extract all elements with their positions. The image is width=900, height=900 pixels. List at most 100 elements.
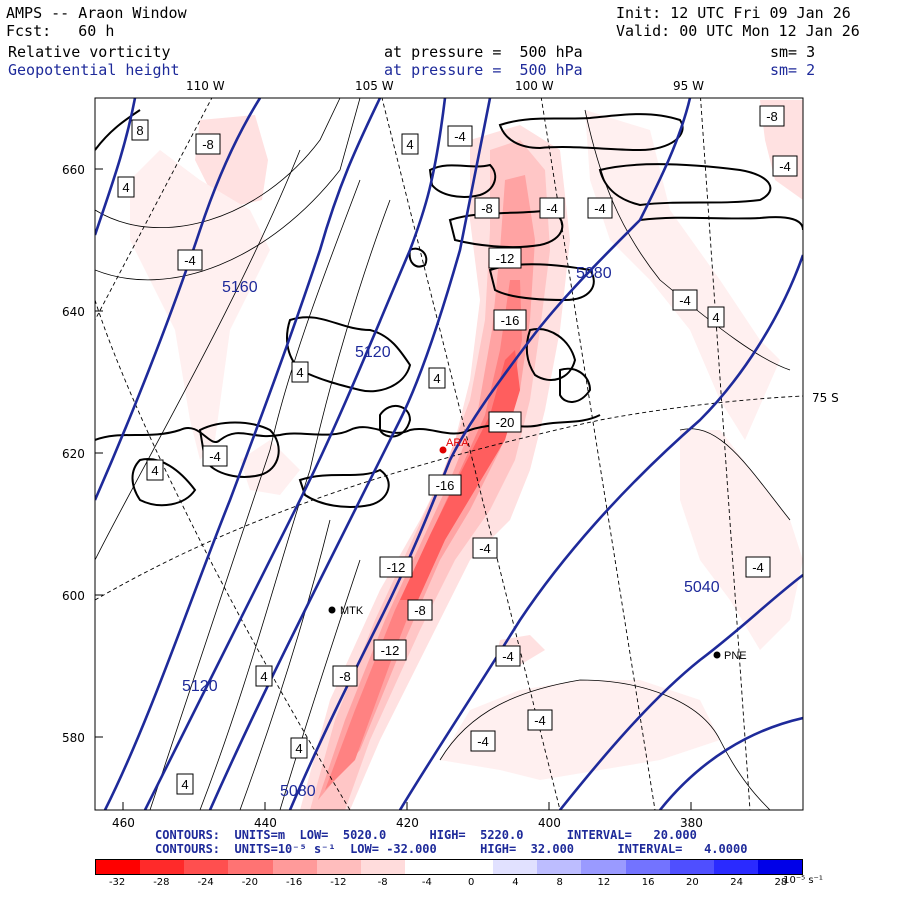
field1-name: Relative vorticity [8,43,171,61]
field2-level: at pressure = 500 hPa [384,61,583,79]
height-label: 5160 [222,279,258,296]
vorticity-label-box [745,556,771,578]
x-tick-460: 460 [112,816,135,830]
colorbar-swatch [360,860,405,874]
vorticity-label-box [332,665,358,687]
lat-label-75s: 75 S [812,391,839,405]
station-mtk-marker [328,606,336,614]
vorticity-label: 4 [260,669,267,684]
vorticity-label: -4 [454,129,466,144]
vorticity-contours [95,98,791,810]
vorticity-label: -8 [414,603,426,618]
vorticity-label: -16 [501,313,520,328]
colorbar-swatch [713,860,758,874]
vorticity-label-box [495,645,521,667]
plot-frame [94,97,804,811]
lon-label-105w: 105 W [355,79,394,93]
colorbar-swatch [316,860,361,874]
colorbar-tick-label: -8 [377,877,388,888]
station-ara-label: ARA [446,437,469,449]
height-labels: 5160 5120 5080 5040 5120 5080 [182,265,720,800]
vorticity-label: 4 [296,365,303,380]
vorticity-labels: 8 -8 4 -4 4 -8 -4 -4 -12 -16 -20 -16 -12 -8 -12 -8 -4 -4 -… [117,105,798,795]
y-tick-660: 660 [62,163,85,177]
vorticity-label-box [373,639,407,661]
colorbar-tick-label: 8 [556,877,563,888]
vorticity-label: 4 [433,371,440,386]
height-label: 5120 [182,678,218,695]
vorticity-label-box [401,133,419,155]
colorbar-tick-label: -28 [153,877,170,888]
footer-vorticity-contours: CONTOURS: UNITS=10⁻⁵ s⁻¹ LOW= -32.000 HI… [155,842,748,856]
vorticity-label-box [255,665,273,687]
colorbar-swatch [184,860,229,874]
vorticity-label-box [428,367,446,389]
vorticity-label-box [672,289,698,311]
colorbar-tick-label: 20 [686,877,699,888]
vorticity-label-box [202,445,228,467]
vorticity-label: 8 [136,123,143,138]
colorbar-swatch [404,860,449,874]
init-time: Init: 12 UTC Fri 09 Jan 26 [616,4,851,22]
vorticity-label-box [472,537,498,559]
colorbar [95,859,803,875]
vorticity-label-box [527,709,553,731]
field2-name: Geopotential height [8,61,180,79]
height-contours [95,98,803,810]
colorbar-swatch [272,860,317,874]
colorbar-tick-label: -32 [108,877,126,888]
vorticity-label-box [291,361,309,383]
height-label: 5040 [684,579,720,596]
height-label: 5080 [280,783,316,800]
station-markers: ARA MTK PNE [328,437,747,662]
vorticity-label: -4 [679,293,691,308]
vorticity-label: 4 [181,777,188,792]
vorticity-label-box [474,197,500,219]
vorticity-label-box [379,556,413,578]
vorticity-label: -8 [766,109,778,124]
axis-ticks [95,168,692,810]
vorticity-label-box [587,197,613,219]
vorticity-label: 4 [406,137,413,152]
lon-label-110w: 110 W [186,79,225,93]
vorticity-label: -12 [496,251,515,266]
vorticity-label: 4 [122,180,129,195]
station-ara-marker [439,446,447,454]
lon-label-95w: 95 W [673,79,704,93]
vorticity-label: -4 [479,541,491,556]
colorbar-tick-label: 4 [512,877,519,888]
vorticity-label: -12 [387,560,406,575]
colorbar-tick-label: -16 [285,877,303,888]
vorticity-label: -4 [209,449,221,464]
vorticity-label-box [117,176,135,198]
y-tick-580: 580 [62,731,85,745]
vorticity-label-box [195,133,221,155]
vorticity-label: -8 [339,669,351,684]
colorbar-swatch [493,860,538,874]
field2-smoothing: sm= 2 [770,61,816,79]
vorticity-label-box [488,247,522,269]
vorticity-label: -4 [477,734,489,749]
vorticity-label: -20 [496,415,515,430]
colorbar-tick-label: -20 [241,877,259,888]
colorbar-swatch [228,860,273,874]
vorticity-label: -4 [184,253,196,268]
colorbar-swatch [96,860,141,874]
x-tick-420: 420 [396,816,419,830]
colorbar-tick-label: 16 [641,877,655,888]
y-tick-600: 600 [62,589,85,603]
vorticity-label: 4 [712,310,719,325]
vorticity-label: -4 [594,201,606,216]
colorbar-swatch [625,860,670,874]
colorbar-swatch [581,860,626,874]
vorticity-label: -12 [381,643,400,658]
y-tick-620: 620 [62,447,85,461]
colorbar-tick-label: 24 [730,877,743,888]
vorticity-label-box [470,730,496,752]
colorbar-swatch [140,860,185,874]
vorticity-label-box [131,119,149,141]
vorticity-label-box [447,125,473,147]
field1-level: at pressure = 500 hPa [384,43,583,61]
colorbar-swatch [669,860,714,874]
vorticity-label: -16 [436,478,455,493]
